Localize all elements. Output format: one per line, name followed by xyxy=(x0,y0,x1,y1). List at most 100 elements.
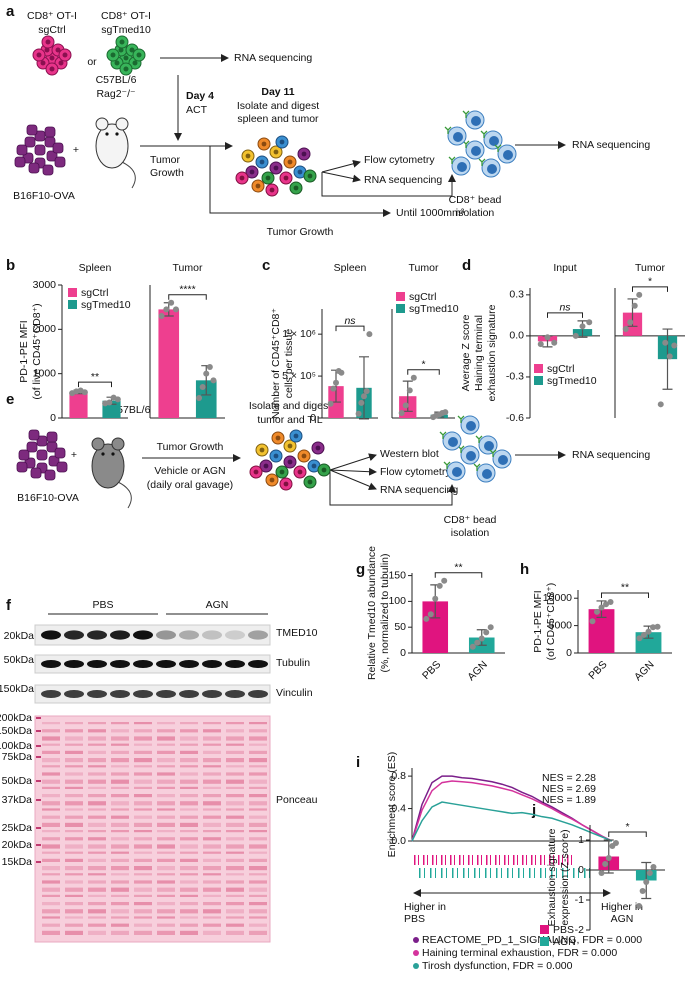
ponceau-band xyxy=(180,880,198,884)
data-point xyxy=(650,624,657,631)
label: CD8⁺ OT-I xyxy=(101,10,151,22)
data-point xyxy=(483,629,490,636)
band xyxy=(110,690,130,698)
blot-label: Ponceau xyxy=(276,794,318,806)
ponceau-band xyxy=(88,880,106,884)
data-point xyxy=(427,611,434,618)
arrow xyxy=(329,453,377,471)
ponceau-band xyxy=(134,894,152,897)
cell-icon xyxy=(245,153,251,159)
ponceau-band xyxy=(157,729,175,733)
ponceau-band xyxy=(111,736,129,741)
band xyxy=(133,690,153,698)
ponceau-band xyxy=(157,779,175,784)
ponceau-band xyxy=(226,873,244,876)
ponceau-band xyxy=(134,873,152,876)
ponceau-band xyxy=(134,743,152,746)
y-tick-label: 5000 xyxy=(549,619,573,631)
y-axis-label: Number of CD45⁺CD8⁺ xyxy=(270,308,282,419)
ponceau-band xyxy=(65,758,83,763)
antibody-icon xyxy=(489,449,497,457)
label: Until 1000mm³ xyxy=(396,207,465,219)
band xyxy=(156,660,176,668)
ponceau-band xyxy=(88,772,106,776)
ponceau-band xyxy=(88,930,106,935)
cell-icon xyxy=(482,469,492,479)
data-point xyxy=(671,342,678,349)
tumor-icon xyxy=(54,156,66,168)
cell-icon xyxy=(119,39,125,45)
cell-icon xyxy=(269,477,275,483)
ponceau-band xyxy=(157,765,175,768)
cell-icon xyxy=(283,175,289,181)
label: C57BL/6 xyxy=(96,74,137,86)
label: sgCtrl xyxy=(38,24,65,36)
data-point xyxy=(598,604,605,611)
ponceau-band xyxy=(203,736,221,741)
data-point xyxy=(423,615,430,622)
barcode xyxy=(414,855,574,865)
legend-label: AGN xyxy=(553,936,576,948)
ponceau-band xyxy=(65,801,83,806)
significance-label: ns xyxy=(344,315,356,327)
data-point xyxy=(432,595,439,602)
data-point xyxy=(662,339,669,346)
antibody-icon xyxy=(457,415,465,423)
data-point xyxy=(636,903,643,909)
label: sgTmed10 xyxy=(101,24,151,36)
label: Tumor Growth xyxy=(157,441,224,453)
ponceau-band xyxy=(42,930,60,935)
ponceau-band xyxy=(42,822,60,827)
subplot-title: Tumor xyxy=(409,262,439,274)
tumor-icon xyxy=(56,461,68,473)
data-point xyxy=(654,623,661,630)
ponceau-band xyxy=(157,923,175,927)
arrow xyxy=(209,146,391,217)
ponceau-band xyxy=(65,858,83,862)
ponceau-band xyxy=(65,722,83,725)
significance-label: * xyxy=(625,821,629,833)
band xyxy=(225,660,245,668)
ponceau-band xyxy=(134,786,152,789)
cell-icon xyxy=(321,467,327,473)
ponceau-band xyxy=(134,765,152,768)
ponceau-band xyxy=(42,765,60,768)
ponceau-band xyxy=(134,837,152,841)
nes-label: NES = 2.28 xyxy=(542,772,596,784)
legend-swatch xyxy=(534,364,543,373)
data-point xyxy=(206,364,213,371)
marker-label: 50kDa xyxy=(4,654,35,666)
data-point xyxy=(607,599,614,606)
arrow xyxy=(329,467,377,476)
ponceau-band xyxy=(88,887,106,892)
ponceau-band xyxy=(249,894,267,897)
tumor-icon xyxy=(48,455,60,467)
y-tick-label: 2000 xyxy=(33,323,57,335)
ponceau-band xyxy=(226,722,244,725)
data-point xyxy=(586,319,593,326)
panel-label: j xyxy=(531,802,536,819)
panel-label: c xyxy=(262,257,270,274)
ponceau-band xyxy=(42,909,60,914)
ponceau-band xyxy=(134,851,152,854)
data-point xyxy=(602,861,609,867)
ponceau-band xyxy=(249,866,267,871)
cell-icon xyxy=(489,136,499,146)
data-point xyxy=(333,379,339,386)
y-axis-label: (%, normalized to tubulin) xyxy=(379,553,391,672)
ponceau-band xyxy=(111,765,129,768)
cell-icon xyxy=(293,433,299,439)
ponceau-band xyxy=(157,801,175,806)
legend-label: PBS xyxy=(553,924,574,936)
cell-icon xyxy=(293,185,299,191)
cell-icon xyxy=(453,132,463,142)
y-tick-label: 1000 xyxy=(33,367,57,379)
y-axis-label: Exhaustion signature xyxy=(546,828,558,926)
ponceau-band xyxy=(65,894,83,897)
ponceau-band xyxy=(203,923,221,927)
cell-icon xyxy=(297,469,303,475)
ponceau-band xyxy=(88,858,106,862)
mouse-icon xyxy=(101,452,105,456)
ponceau-band xyxy=(42,880,60,884)
ponceau-band xyxy=(249,873,267,876)
